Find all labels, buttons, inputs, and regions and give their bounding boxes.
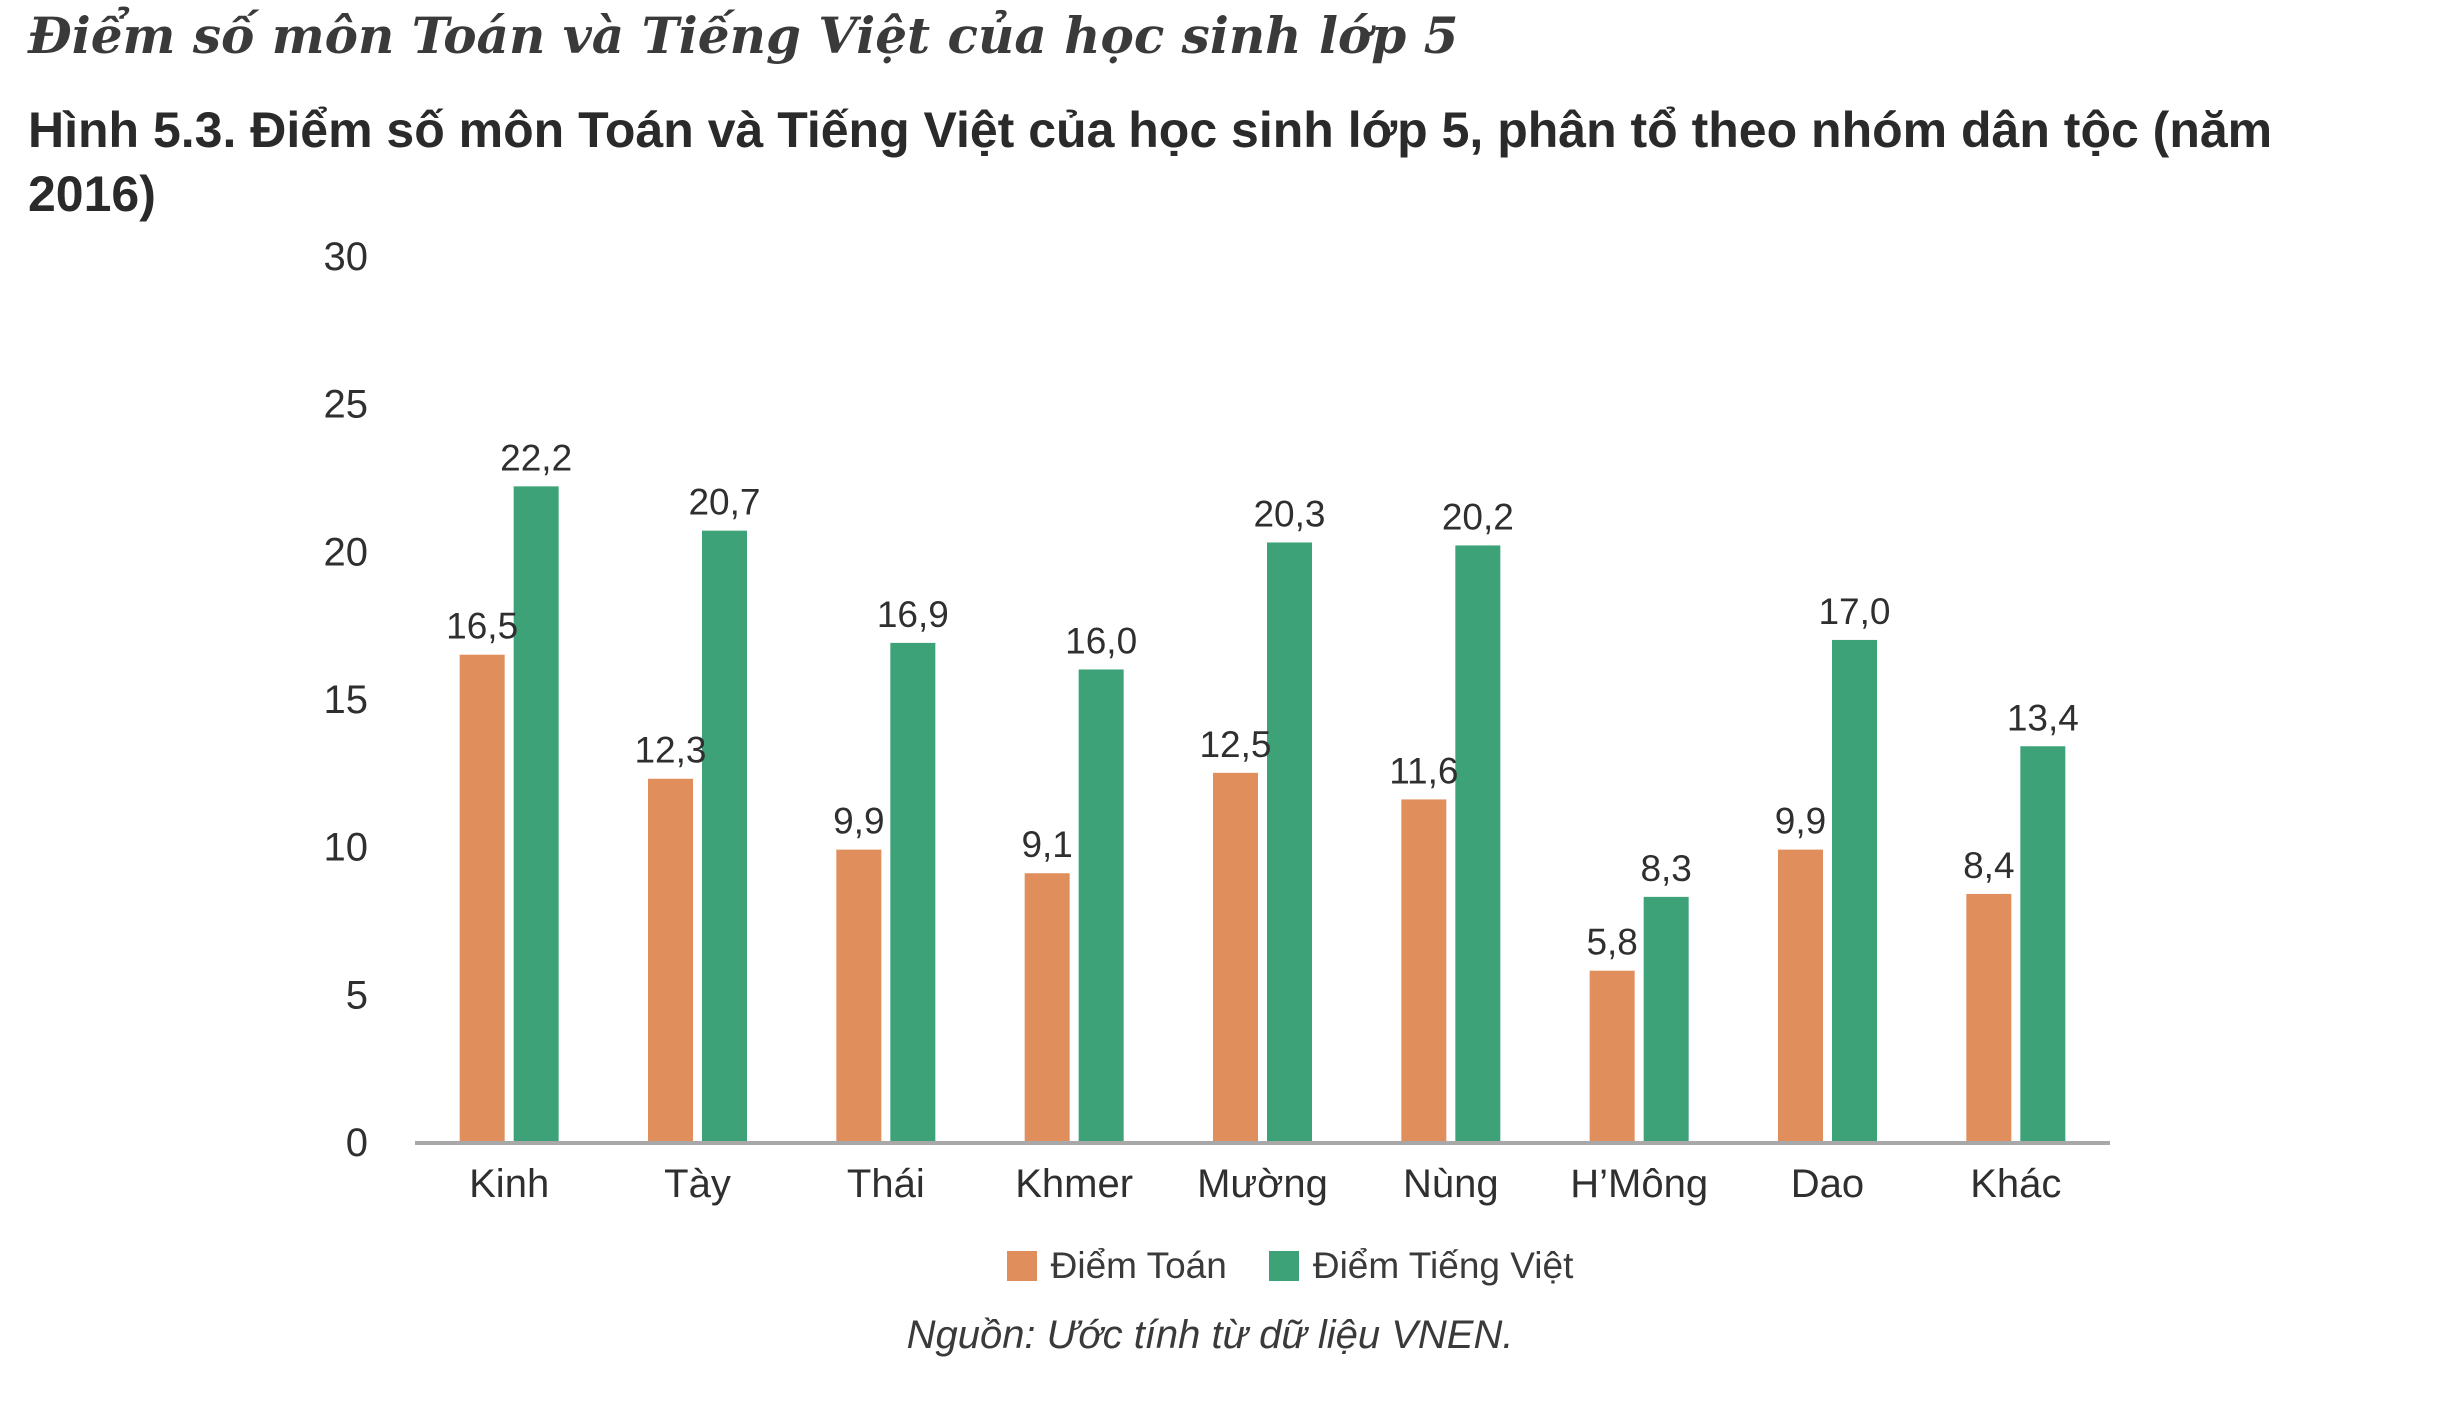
data-label-math: 9,1 — [1021, 824, 1072, 865]
bar-vietnamese — [1267, 542, 1312, 1142]
x-category-label: H’Mông — [1570, 1162, 1708, 1206]
source-text: Nguồn: Ước tính từ dữ liệu VNEN. — [906, 1313, 1514, 1357]
data-label-vietnamese: 20,7 — [688, 482, 760, 523]
x-category-label: Khmer — [1015, 1162, 1133, 1206]
bar-math — [836, 849, 882, 1142]
bar-math — [1024, 873, 1070, 1142]
page-heading: Điểm số môn Toán và Tiếng Việt của học s… — [28, 6, 1459, 65]
bar-vietnamese — [513, 486, 559, 1142]
data-label-math: 12,3 — [634, 730, 706, 771]
bar-vietnamese — [702, 530, 747, 1142]
bar-math — [648, 778, 693, 1142]
bars — [459, 486, 2066, 1142]
legend: Điểm Toán Điểm Tiếng Việt — [0, 1245, 2440, 1287]
x-category-label: Tày — [664, 1162, 731, 1206]
y-tick-label: 25 — [324, 383, 369, 427]
x-category-label: Kinh — [469, 1162, 549, 1206]
x-category-label: Thái — [847, 1162, 925, 1206]
legend-item-vietnamese: Điểm Tiếng Việt — [1268, 1245, 1574, 1287]
data-label-vietnamese: 17,0 — [1818, 591, 1890, 632]
legend-label-vietnamese: Điểm Tiếng Việt — [1312, 1245, 1574, 1286]
data-label-vietnamese: 20,2 — [1442, 496, 1514, 537]
y-tick-label: 15 — [324, 678, 369, 722]
y-tick-label: 10 — [324, 826, 369, 870]
data-label-vietnamese: 22,2 — [500, 437, 572, 478]
bar-math — [1589, 970, 1635, 1142]
y-tick-label: 20 — [324, 530, 369, 574]
legend-item-math: Điểm Toán — [1006, 1245, 1227, 1287]
y-axis-labels: 0 5 10 15 20 25 30 — [324, 235, 369, 1165]
bar-vietnamese — [1078, 669, 1124, 1142]
data-label-math: 16,5 — [446, 606, 518, 647]
bar-vietnamese — [2020, 746, 2066, 1142]
bar-vietnamese — [1455, 545, 1501, 1142]
data-label-math: 5,8 — [1586, 922, 1637, 963]
source-note: Nguồn: Ước tính từ dữ liệu VNEN. — [0, 1313, 2440, 1358]
y-tick-label: 30 — [324, 235, 369, 279]
data-label-vietnamese: 16,0 — [1065, 620, 1137, 661]
bar-math — [1213, 772, 1258, 1142]
data-label-vietnamese: 8,3 — [1640, 848, 1691, 889]
bar-vietnamese — [1832, 639, 1877, 1142]
data-label-math: 9,9 — [1775, 801, 1826, 842]
data-label-vietnamese: 13,4 — [2007, 697, 2079, 738]
x-category-label: Dao — [1791, 1162, 1864, 1206]
y-tick-label: 0 — [346, 1121, 368, 1165]
bar-vietnamese — [890, 642, 936, 1142]
bar-vietnamese — [1643, 896, 1689, 1142]
data-label-vietnamese: 16,9 — [877, 594, 949, 635]
data-label-vietnamese: 20,3 — [1253, 493, 1325, 534]
x-category-label: Mường — [1197, 1162, 1328, 1206]
x-category-label: Khác — [1970, 1162, 2061, 1206]
legend-swatch-vietnamese — [1268, 1251, 1299, 1281]
bar-math — [459, 654, 505, 1142]
chart-title: Hình 5.3. Điểm số môn Toán và Tiếng Việt… — [28, 102, 2273, 222]
bar-math — [1778, 849, 1823, 1142]
y-tick-label: 5 — [346, 973, 368, 1017]
data-label-math: 12,5 — [1199, 724, 1271, 765]
data-label-math: 11,6 — [1389, 750, 1458, 791]
legend-swatch-math — [1006, 1251, 1037, 1281]
data-label-math: 9,9 — [833, 801, 884, 842]
bar-math — [1966, 893, 2012, 1142]
x-category-label: Nùng — [1403, 1162, 1499, 1206]
data-label-math: 8,4 — [1963, 845, 2014, 886]
legend-label-math: Điểm Toán — [1050, 1245, 1227, 1286]
bar-math — [1401, 799, 1447, 1142]
value-labels: 16,5 22,2 12,3 20,7 9,9 16,9 9,1 16,0 12,5 20,3 11… — [446, 437, 2079, 962]
category-labels: Kinh Tày Thái Khmer Mường Nùng H’Mông Dao Khác — [469, 1162, 2061, 1206]
